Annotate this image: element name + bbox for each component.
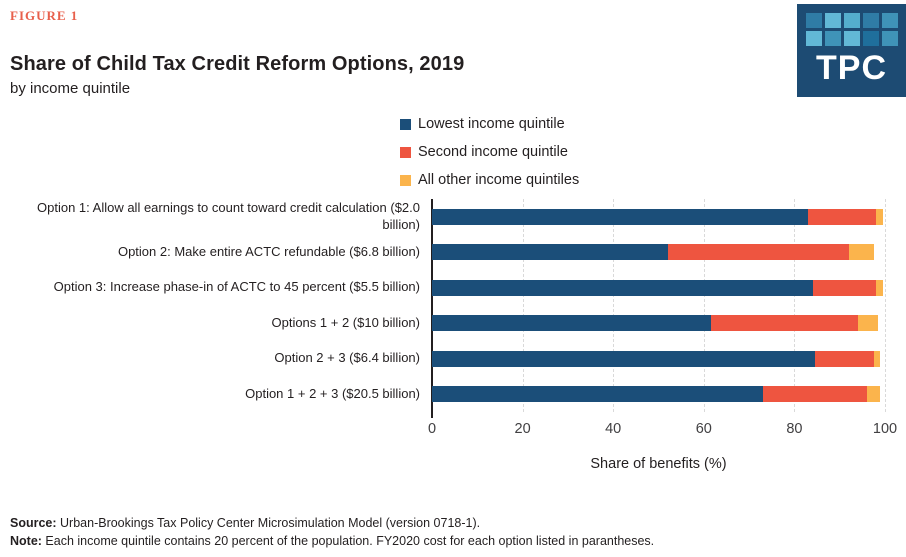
bar-segment bbox=[432, 386, 763, 403]
bar-rows: Option 1: Allow all earnings to count to… bbox=[0, 199, 906, 412]
legend-swatch-icon bbox=[400, 118, 411, 130]
chart-title: Share of Child Tax Credit Reform Options… bbox=[10, 53, 465, 75]
bar-row: Options 1 + 2 ($10 billion) bbox=[0, 306, 906, 342]
bar-row: Option 1 + 2 + 3 ($20.5 billion) bbox=[0, 377, 906, 413]
bar-segment bbox=[848, 244, 874, 261]
gridline bbox=[703, 199, 705, 412]
x-tick-label: 100 bbox=[872, 421, 898, 437]
source-line: Source: Urban-Brookings Tax Policy Cente… bbox=[10, 515, 654, 533]
bar-segment bbox=[432, 315, 711, 332]
bar-segment bbox=[814, 350, 874, 367]
source-text: Urban-Brookings Tax Policy Center Micros… bbox=[56, 516, 481, 530]
bar-track bbox=[432, 315, 885, 332]
logo-square-icon bbox=[824, 13, 841, 28]
bar-row-label: Option 2 + 3 ($6.4 billion) bbox=[274, 350, 420, 366]
legend-label: All other income quintiles bbox=[418, 172, 580, 188]
gridline bbox=[522, 199, 524, 412]
x-tick-label: 40 bbox=[605, 421, 622, 437]
note-line: Note: Each income quintile contains 20 p… bbox=[10, 533, 654, 551]
bar-track bbox=[432, 279, 885, 296]
bar-segment bbox=[875, 208, 883, 225]
logo-square-icon bbox=[862, 31, 879, 46]
bar-segment bbox=[432, 244, 668, 261]
figure-label: FIGURE 1 bbox=[10, 8, 79, 23]
logo-square-icon bbox=[824, 31, 841, 46]
bar-segment bbox=[812, 279, 876, 296]
legend-label: Second income quintile bbox=[418, 144, 568, 160]
legend-item: Second income quintile bbox=[400, 138, 579, 166]
x-axis-label: Share of benefits (%) bbox=[590, 456, 727, 472]
bar-segment bbox=[866, 386, 881, 403]
bar-segment bbox=[432, 350, 815, 367]
logo-square-icon bbox=[881, 31, 898, 46]
x-tick-label: 0 bbox=[427, 421, 437, 437]
bar-segment bbox=[667, 244, 849, 261]
bar-segment bbox=[762, 386, 867, 403]
stacked-bar-chart: Option 1: Allow all earnings to count to… bbox=[0, 199, 906, 489]
bar-track bbox=[432, 350, 885, 367]
source-label: Source: bbox=[10, 516, 57, 530]
legend-item: All other income quintiles bbox=[400, 166, 579, 194]
gridline bbox=[794, 199, 796, 412]
chart-subtitle: by income quintile bbox=[10, 80, 131, 97]
bar-track bbox=[432, 386, 885, 403]
bar-segment bbox=[432, 208, 808, 225]
chart-legend: Lowest income quintile Second income quin… bbox=[400, 110, 579, 194]
bar-segment bbox=[710, 315, 858, 332]
tpc-logo-grid-icon bbox=[804, 13, 900, 46]
bar-track bbox=[432, 208, 885, 225]
gridline bbox=[613, 199, 615, 412]
bar-row-label: Option 1 + 2 + 3 ($20.5 billion) bbox=[245, 385, 420, 401]
logo-square-icon bbox=[862, 13, 879, 28]
x-tick-label: 80 bbox=[786, 421, 803, 437]
logo-square-icon bbox=[805, 13, 822, 28]
logo-square-icon bbox=[881, 13, 898, 28]
legend-label: Lowest income quintile bbox=[418, 116, 565, 132]
x-tick-label: 60 bbox=[695, 421, 712, 437]
legend-item: Lowest income quintile bbox=[400, 110, 579, 138]
y-axis-line bbox=[431, 199, 433, 412]
bar-row: Option 2: Make entire ACTC refundable ($… bbox=[0, 235, 906, 271]
bar-segment bbox=[807, 208, 876, 225]
bar-row-label: Option 1: Allow all earnings to count to… bbox=[37, 199, 420, 232]
x-tick-label: 20 bbox=[514, 421, 531, 437]
bar-row: Option 3: Increase phase-in of ACTC to 4… bbox=[0, 270, 906, 306]
plot-area bbox=[431, 199, 886, 418]
bar-segment bbox=[873, 350, 881, 367]
bar-segment bbox=[432, 279, 813, 296]
logo-square-icon bbox=[805, 31, 822, 46]
logo-square-icon bbox=[843, 31, 860, 46]
x-axis-zero-tick bbox=[431, 412, 433, 418]
bar-row: Option 1: Allow all earnings to count to… bbox=[0, 199, 906, 235]
x-axis-ticks: 0 20 40 60 80 100 bbox=[428, 421, 897, 439]
bar-track bbox=[432, 244, 885, 261]
tpc-logo: TPC bbox=[797, 4, 906, 97]
tpc-logo-text: TPC bbox=[816, 49, 887, 87]
bar-row-label: Options 1 + 2 ($10 billion) bbox=[271, 314, 420, 330]
note-label: Note: bbox=[10, 533, 42, 548]
logo-square-icon bbox=[843, 13, 860, 28]
bar-row: Option 2 + 3 ($6.4 billion) bbox=[0, 341, 906, 377]
bar-row-label: Option 2: Make entire ACTC refundable ($… bbox=[117, 243, 420, 259]
footer-notes: Source: Urban-Brookings Tax Policy Cente… bbox=[10, 515, 654, 550]
bar-row-label: Option 3: Increase phase-in of ACTC to 4… bbox=[53, 279, 420, 295]
bar-segment bbox=[875, 279, 883, 296]
legend-swatch-icon bbox=[400, 174, 411, 186]
gridline bbox=[885, 199, 886, 412]
legend-swatch-icon bbox=[400, 146, 411, 158]
note-text: Each income quintile contains 20 percent… bbox=[41, 533, 655, 548]
bar-segment bbox=[857, 315, 879, 332]
